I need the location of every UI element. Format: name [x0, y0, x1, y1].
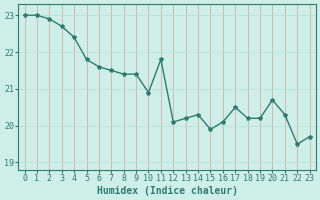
- X-axis label: Humidex (Indice chaleur): Humidex (Indice chaleur): [97, 186, 237, 196]
